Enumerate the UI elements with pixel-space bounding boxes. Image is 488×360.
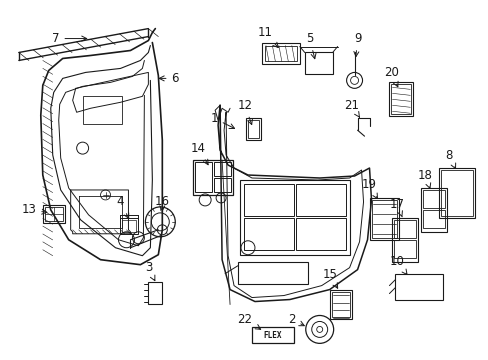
- Bar: [295, 218, 345, 250]
- Bar: [240, 180, 349, 255]
- Bar: [438, 168, 474, 218]
- Text: 12: 12: [237, 99, 252, 125]
- Bar: [195, 162, 212, 192]
- Bar: [45, 207, 62, 221]
- Text: 15: 15: [322, 268, 337, 288]
- Text: 5: 5: [305, 32, 315, 59]
- Bar: [369, 198, 399, 240]
- Bar: [295, 184, 345, 216]
- Text: 4: 4: [117, 195, 128, 219]
- Text: 17: 17: [389, 198, 404, 217]
- Text: 14: 14: [190, 141, 208, 165]
- Bar: [148, 282, 162, 303]
- Bar: [421, 188, 447, 232]
- Bar: [120, 218, 138, 234]
- Text: 3: 3: [144, 261, 155, 281]
- Text: FLEX: FLEX: [263, 331, 282, 340]
- Text: 19: 19: [361, 179, 377, 199]
- Bar: [247, 120, 259, 138]
- Text: 2: 2: [287, 313, 304, 326]
- Bar: [214, 162, 230, 176]
- Bar: [423, 190, 444, 208]
- Bar: [122, 220, 136, 232]
- Bar: [238, 262, 307, 284]
- Bar: [244, 184, 293, 216]
- Text: 21: 21: [344, 99, 359, 117]
- Bar: [264, 45, 296, 62]
- Bar: [371, 200, 397, 238]
- Text: 8: 8: [445, 149, 455, 168]
- Bar: [262, 42, 299, 64]
- Bar: [390, 84, 410, 114]
- Bar: [251, 328, 293, 343]
- Bar: [304, 53, 332, 75]
- Text: 1: 1: [210, 112, 234, 129]
- Bar: [193, 160, 233, 195]
- Bar: [388, 82, 412, 116]
- Bar: [245, 118, 261, 140]
- Bar: [214, 178, 230, 192]
- Text: 20: 20: [383, 66, 398, 87]
- Text: 11: 11: [257, 26, 278, 48]
- Text: 16: 16: [155, 195, 169, 211]
- Bar: [394, 220, 415, 238]
- Text: 18: 18: [417, 168, 432, 188]
- Text: 10: 10: [389, 255, 406, 275]
- Text: 6: 6: [159, 72, 179, 85]
- Bar: [82, 96, 122, 124]
- Bar: [392, 218, 417, 262]
- Bar: [244, 218, 293, 250]
- Text: 9: 9: [353, 32, 361, 57]
- Bar: [329, 289, 351, 319]
- Text: 22: 22: [237, 313, 260, 329]
- Text: 7: 7: [52, 32, 86, 45]
- Bar: [394, 240, 415, 258]
- Bar: [42, 205, 64, 223]
- Bar: [423, 210, 444, 228]
- Bar: [440, 170, 472, 216]
- Text: 13: 13: [21, 203, 47, 216]
- Bar: [395, 274, 442, 300]
- Bar: [331, 292, 349, 318]
